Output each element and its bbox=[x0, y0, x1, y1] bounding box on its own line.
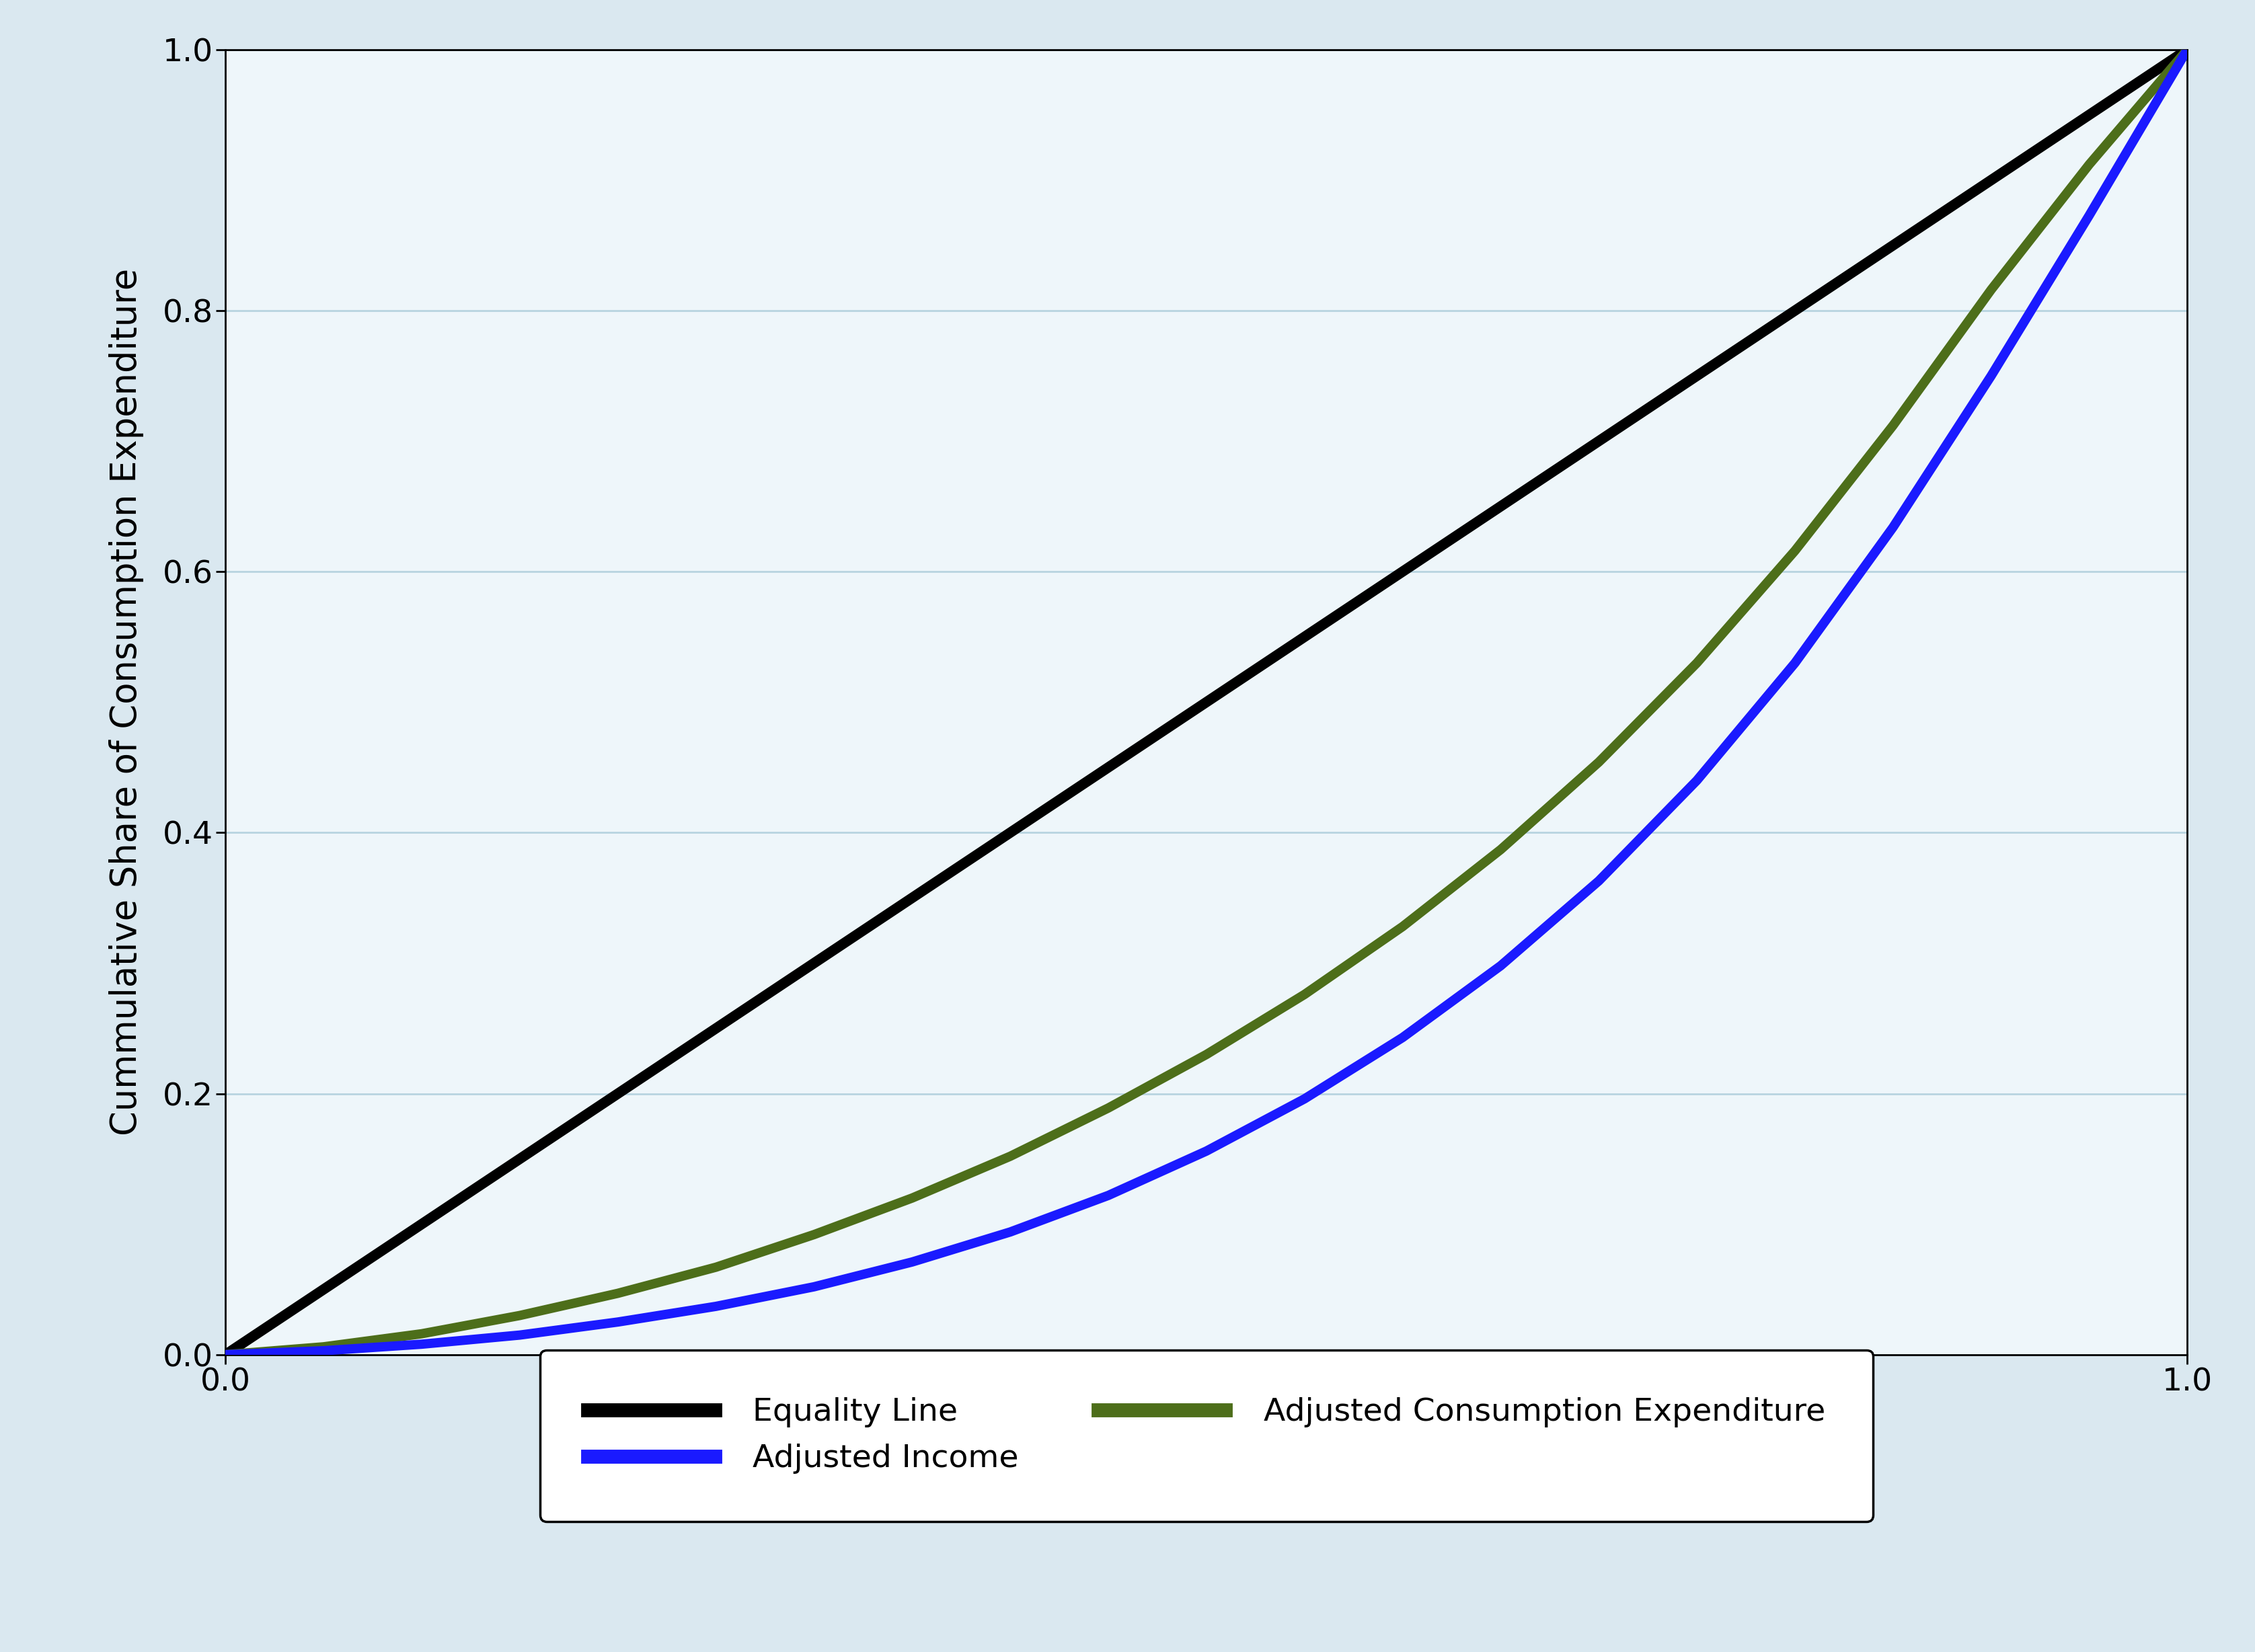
Adjusted Consumption Expenditure bbox=[2075, 155, 2102, 175]
Adjusted Consumption Expenditure bbox=[212, 1345, 239, 1365]
Line: Adjusted Consumption Expenditure: Adjusted Consumption Expenditure bbox=[226, 50, 2187, 1355]
Legend: Equality Line, Adjusted Income, Adjusted Consumption Expenditure: Equality Line, Adjusted Income, Adjusted… bbox=[541, 1350, 1872, 1521]
Adjusted Consumption Expenditure bbox=[2174, 40, 2201, 59]
Adjusted Income bbox=[1682, 770, 1709, 790]
Adjusted Consumption Expenditure bbox=[505, 1305, 534, 1325]
Adjusted Income bbox=[1781, 653, 1809, 672]
Adjusted Income bbox=[704, 1297, 731, 1317]
Adjusted Consumption Expenditure bbox=[1193, 1044, 1220, 1064]
Adjusted Consumption Expenditure bbox=[1290, 985, 1317, 1004]
Adjusted Consumption Expenditure bbox=[1682, 653, 1709, 672]
Adjusted Consumption Expenditure bbox=[1881, 416, 1908, 436]
Adjusted Consumption Expenditure bbox=[408, 1323, 435, 1343]
Adjusted Consumption Expenditure bbox=[897, 1188, 925, 1208]
Adjusted Income bbox=[997, 1222, 1024, 1242]
Adjusted Income bbox=[2174, 40, 2201, 59]
Adjusted Income bbox=[1193, 1142, 1220, 1161]
Adjusted Consumption Expenditure bbox=[1781, 540, 1809, 560]
Adjusted Consumption Expenditure bbox=[1978, 279, 2005, 299]
Adjusted Consumption Expenditure bbox=[309, 1336, 338, 1356]
Adjusted Consumption Expenditure bbox=[801, 1224, 828, 1244]
Adjusted Income bbox=[309, 1341, 338, 1361]
Adjusted Income bbox=[1290, 1089, 1317, 1108]
Adjusted Income bbox=[1978, 367, 2005, 387]
Adjusted Consumption Expenditure bbox=[1585, 752, 1612, 771]
Y-axis label: Cummulative Share of Consumption Expenditure: Cummulative Share of Consumption Expendi… bbox=[108, 268, 144, 1137]
Adjusted Income bbox=[897, 1252, 925, 1272]
Adjusted Income bbox=[212, 1345, 239, 1365]
Adjusted Income bbox=[1585, 871, 1612, 890]
Adjusted Income bbox=[2075, 205, 2102, 225]
Adjusted Income bbox=[408, 1335, 435, 1355]
X-axis label: Cummulative Share of Population: Cummulative Share of Population bbox=[909, 1416, 1504, 1450]
Adjusted Consumption Expenditure bbox=[1488, 839, 1515, 859]
Adjusted Income bbox=[604, 1312, 631, 1332]
Line: Adjusted Income: Adjusted Income bbox=[226, 50, 2187, 1355]
Adjusted Income bbox=[505, 1325, 534, 1345]
Adjusted Consumption Expenditure bbox=[1389, 917, 1416, 937]
Adjusted Income bbox=[1488, 957, 1515, 976]
Adjusted Income bbox=[1881, 517, 1908, 537]
Adjusted Income bbox=[1389, 1028, 1416, 1047]
Adjusted Consumption Expenditure bbox=[704, 1257, 731, 1277]
Adjusted Consumption Expenditure bbox=[1096, 1099, 1123, 1118]
Adjusted Consumption Expenditure bbox=[997, 1146, 1024, 1166]
Adjusted Income bbox=[801, 1277, 828, 1297]
Adjusted Consumption Expenditure bbox=[604, 1284, 631, 1303]
Adjusted Income bbox=[1096, 1186, 1123, 1206]
